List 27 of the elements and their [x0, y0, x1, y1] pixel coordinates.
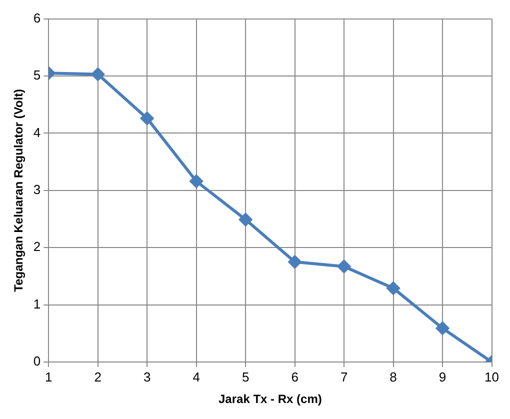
y-tick-label: 1 — [33, 296, 41, 312]
x-tick-label: 8 — [390, 369, 397, 384]
point — [288, 255, 302, 268]
point — [190, 174, 203, 188]
point — [140, 112, 154, 125]
y-tick-label: 6 — [33, 10, 41, 26]
x-tick-label: 3 — [143, 369, 151, 384]
x-tick-label: 1 — [45, 369, 52, 384]
point — [386, 282, 400, 295]
y-tick-label: 3 — [33, 182, 41, 197]
x-tick-label: 5 — [242, 369, 250, 384]
point — [239, 213, 252, 226]
point — [436, 322, 450, 335]
x-tick-label: 10 — [484, 369, 500, 384]
x-axis-title: Jarak Tx - Rx (cm) — [218, 392, 322, 406]
x-tick-label: 2 — [94, 369, 102, 384]
y-axis-title: Tegangan Keluaran Regulator (Volt) — [12, 88, 26, 292]
point — [338, 260, 351, 273]
y-tick-label: 0 — [33, 354, 41, 369]
x-tick-label: 7 — [340, 369, 348, 384]
x-tick-label: 4 — [192, 369, 200, 384]
point — [91, 68, 104, 81]
x-tick-label: 9 — [438, 369, 446, 384]
y-tick-label: 2 — [33, 239, 41, 254]
y-tick-label: 5 — [33, 68, 41, 83]
x-tick-label: 6 — [291, 369, 298, 384]
y-tick-label: 4 — [33, 124, 41, 140]
